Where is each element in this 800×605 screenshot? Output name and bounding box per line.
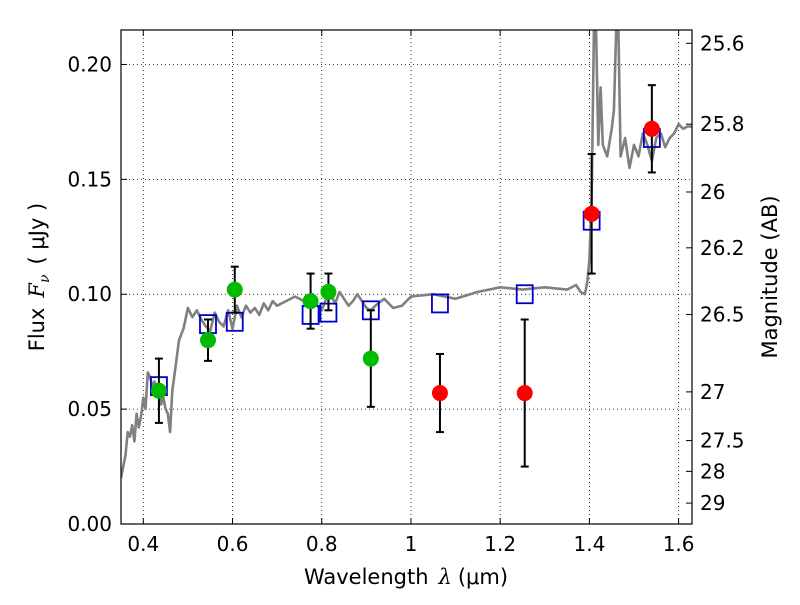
right-tick-label: 28 [700, 459, 725, 483]
green-point [320, 283, 337, 300]
right-tick-label: 26.5 [700, 302, 745, 326]
right-axis-label: Magnitude (AB) [758, 195, 782, 358]
x-tick-label: 1 [405, 532, 418, 556]
green-point [199, 332, 216, 349]
right-tick-label: 25.8 [700, 112, 745, 136]
right-tick-label: 29 [700, 491, 725, 515]
y-axis-label: FluxFν( μJy ) [25, 203, 53, 351]
x-tick-label: 0.6 [217, 532, 249, 556]
red-point [643, 120, 660, 137]
y-tick-label: 0.15 [67, 167, 112, 191]
right-tick-label: 25.6 [700, 31, 745, 55]
green-point [150, 382, 167, 399]
y-tick-label: 0.00 [67, 512, 112, 536]
green-point [302, 293, 319, 310]
y-tick-label: 0.10 [67, 282, 112, 306]
plot-frame [120, 29, 693, 525]
y-tick-label: 0.20 [67, 52, 112, 76]
red-point [516, 385, 533, 402]
right-tick-label: 26.2 [700, 236, 745, 260]
green-point [226, 281, 243, 298]
x-axis-label: Wavelength λ (μm) [304, 565, 508, 589]
red-point [431, 385, 448, 402]
model-square [515, 284, 534, 305]
x-tick-label: 1.2 [484, 532, 516, 556]
x-tick-label: 1.4 [573, 532, 605, 556]
y-tick-label: 0.05 [67, 397, 112, 421]
x-tick-label: 0.8 [306, 532, 338, 556]
plot-area [121, 30, 692, 479]
axis-ticks: 0.4 0.6 0.8 1 1.2 1.4 1.6 0.00 0.05 0.10 0.15 0.20 2… [67, 30, 745, 556]
right-tick-label: 27.5 [700, 429, 745, 453]
right-tick-label: 27 [700, 380, 725, 404]
red-point [583, 205, 600, 222]
model-square [431, 293, 449, 314]
right-tick-label: 26 [700, 180, 725, 204]
x-tick-label: 0.4 [127, 532, 159, 556]
x-tick-label: 1.6 [663, 532, 695, 556]
green-point [362, 350, 379, 367]
plot-background [121, 30, 692, 524]
